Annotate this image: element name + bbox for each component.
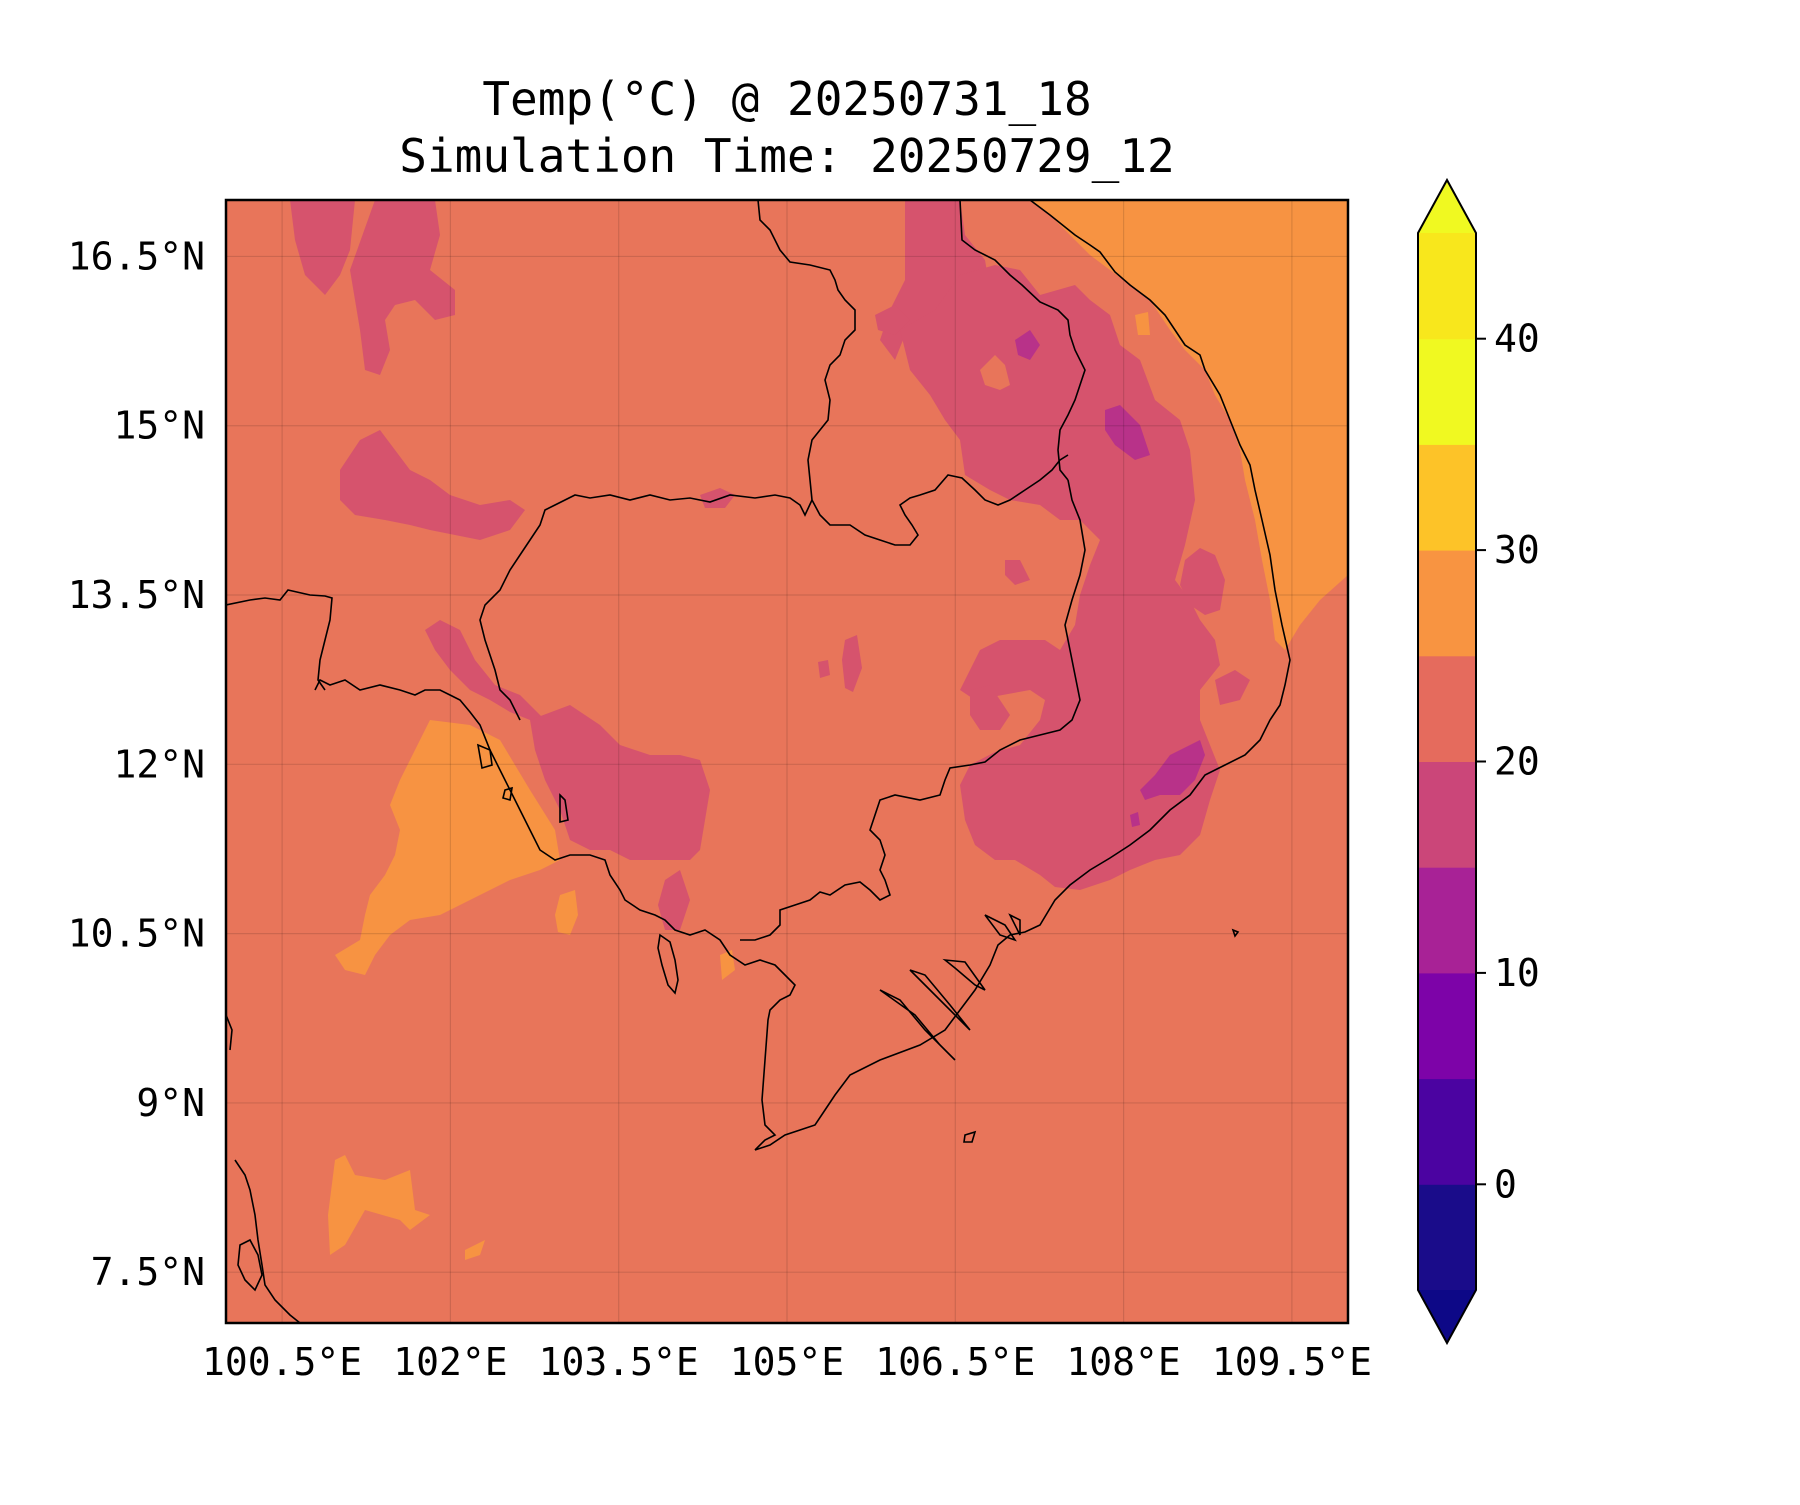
x-axis-ticks: 100.5°E 102°E 103.5°E 105°E 106.5°E 108°E 109.…	[202, 1340, 1372, 1384]
coastline-west-edge	[226, 1014, 233, 1051]
y-tick-label: 15°N	[113, 404, 205, 448]
map-panel: 100.5°E 102°E 103.5°E 105°E 106.5°E 108°E 109.…	[68, 198, 1372, 1384]
colorbar-tick-label: 0	[1494, 1162, 1517, 1206]
border-cambodia-vietnam	[740, 479, 1086, 941]
colorbar-tick-label: 40	[1494, 317, 1540, 361]
contour-30-35-northeast	[1030, 200, 1348, 650]
contour-20-25-south-strip	[658, 870, 690, 930]
temperature-contours	[290, 200, 1348, 1260]
coastline-malay-peninsula	[234, 1159, 301, 1323]
colorbar-tick-label: 30	[1494, 528, 1540, 572]
x-tick-label: 105°E	[730, 1340, 844, 1384]
border-cambodia-laos	[811, 454, 1069, 546]
islands-gulf	[476, 743, 569, 824]
coastline-vietnam	[754, 200, 1291, 1151]
colorbar-tick-label: 10	[1494, 951, 1540, 995]
y-tick-label: 10.5°N	[68, 912, 205, 956]
colorbar-segment	[1418, 444, 1476, 551]
colorbar-segment	[1418, 761, 1476, 868]
x-tick-label: 109.5°E	[1212, 1340, 1372, 1384]
border-thailand-myanmar	[226, 589, 333, 691]
colorbar-segment	[1418, 655, 1476, 762]
contour-15-20-lamdong	[1140, 740, 1205, 800]
title-line-2: Simulation Time: 20250729_12	[399, 129, 1174, 183]
colorbar-tick-label: 20	[1494, 740, 1540, 784]
x-tick-label: 102°E	[393, 1340, 507, 1384]
gridlines	[226, 200, 1348, 1323]
map-frame	[224, 198, 1350, 1325]
contour-20-25-speck-d	[1005, 560, 1030, 585]
y-tick-label: 16.5°N	[68, 234, 205, 278]
islands-southwest	[237, 1238, 263, 1292]
contour-30-35-gulf	[335, 720, 560, 975]
colorbar-segment	[1418, 233, 1476, 340]
x-tick-label: 108°E	[1066, 1340, 1180, 1384]
colorbar-extend-over	[1418, 180, 1476, 233]
contour-20-25-nw2	[350, 200, 455, 375]
contour-20-25-west-central	[425, 620, 545, 720]
contour-30-35-south-small	[465, 1240, 485, 1260]
contour-20-25-central-highlands	[900, 265, 1220, 890]
colorbar-segment	[1418, 1078, 1476, 1185]
x-tick-label: 100.5°E	[202, 1340, 362, 1384]
contour-20-25-coast	[1215, 670, 1250, 705]
colorbar-segment	[1418, 1184, 1476, 1291]
colorbar-extend-under	[1418, 1290, 1476, 1343]
colorbar-segment	[1418, 338, 1476, 445]
contour-20-25-south-vn	[970, 685, 1010, 730]
island-phu-quoc	[657, 933, 679, 995]
border-laos-vietnam	[959, 200, 1086, 481]
island-con-dao	[963, 1130, 977, 1143]
colorbar: 0 10 20 30 40	[1417, 177, 1540, 1346]
contour-30-35-coast-speck	[720, 950, 735, 980]
colorbar-segment	[1418, 867, 1476, 974]
contour-20-25-pleiku	[1180, 548, 1225, 615]
y-tick-label: 9°N	[136, 1081, 205, 1125]
colorbar-outline	[1417, 177, 1477, 1346]
x-tick-label: 103.5°E	[539, 1340, 699, 1384]
border-laos-thailand	[757, 200, 856, 501]
contour-30-35-vn-speck	[1135, 312, 1150, 335]
coastline-delta-west	[314, 678, 796, 1151]
contour-15-20-highlands	[1105, 405, 1150, 460]
x-tick-label: 106.5°E	[875, 1340, 1035, 1384]
y-tick-label: 13.5°N	[68, 573, 205, 617]
contour-20-25-speck-a	[700, 488, 735, 508]
delta-islands	[879, 913, 1021, 1061]
border-cambodia-thailand	[479, 494, 813, 721]
contour-20-25-nw1	[290, 200, 355, 295]
borders-and-coastlines	[226, 200, 1291, 1323]
contour-20-25-speck-e	[875, 305, 910, 335]
y-tick-label: 7.5°N	[91, 1250, 205, 1294]
contour-20-25-cardamom	[530, 705, 710, 860]
contour-20-25-speck-b	[842, 635, 862, 692]
colorbar-segment	[1418, 550, 1476, 657]
contour-30-35-southwest	[328, 1155, 430, 1255]
contour-15-20-north	[1015, 330, 1040, 360]
contour-15-20-speck	[1130, 812, 1140, 827]
y-axis-ticks: 16.5°N 15°N 13.5°N 12°N 10.5°N 9°N 7.5°N	[68, 234, 205, 1294]
contour-20-25-lake	[340, 430, 525, 540]
colorbar-segment	[1418, 972, 1476, 1080]
contour-20-25-speck-c	[818, 660, 830, 678]
title-line-1: Temp(°C) @ 20250731_18	[482, 72, 1091, 126]
y-tick-label: 12°N	[113, 742, 205, 786]
contour-30-35-gulf-small	[555, 890, 578, 935]
contour-20-25-highlands-notch	[980, 355, 1010, 390]
island-east-speck	[1231, 928, 1240, 938]
